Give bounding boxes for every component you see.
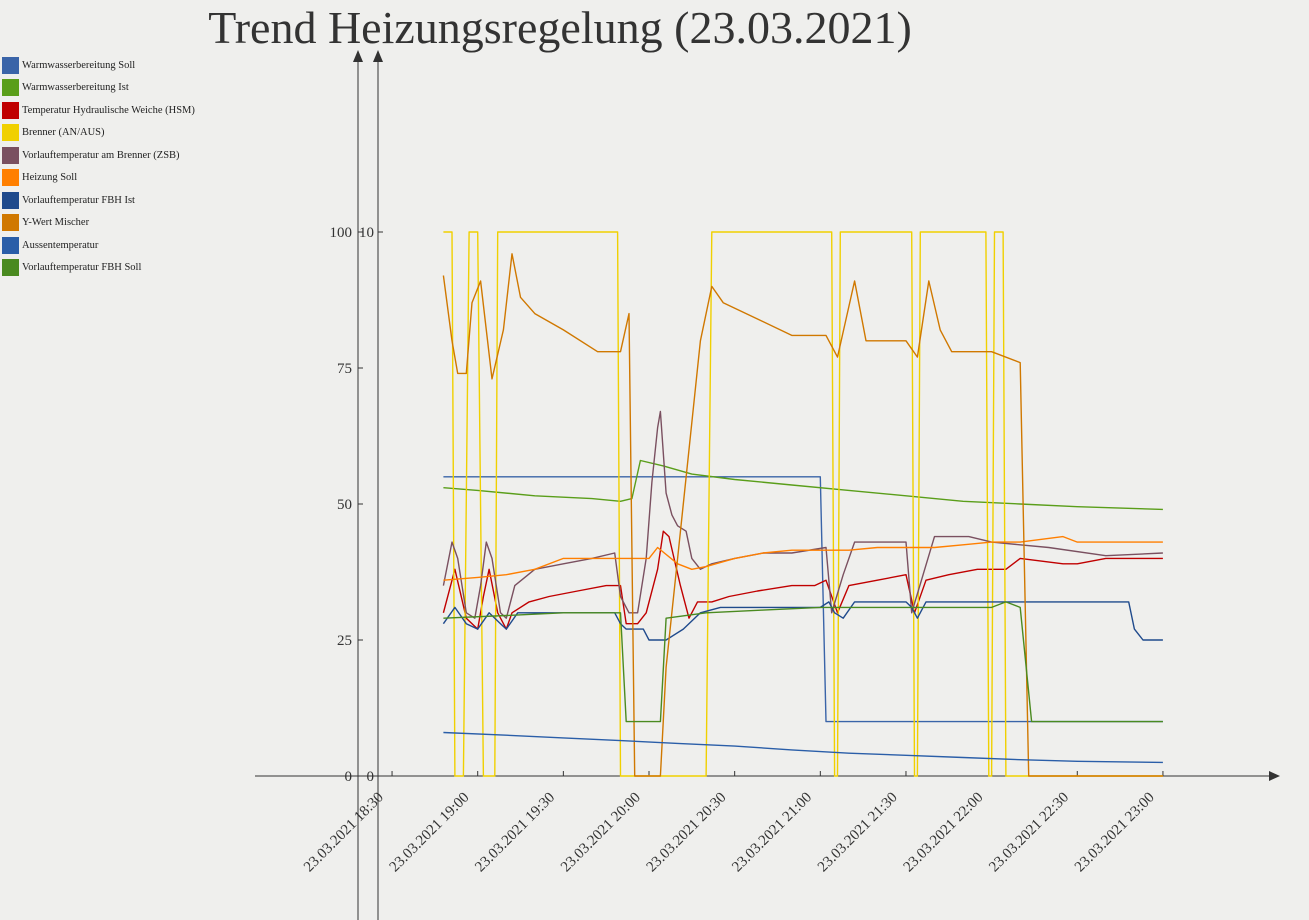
- legend-item[interactable]: Warmwasserbereitung Soll: [2, 54, 195, 77]
- x-tick-label: 23.03.2021 22:00: [901, 790, 987, 876]
- legend-label: Temperatur Hydraulische Weiche (HSM): [22, 104, 195, 116]
- y-tick-label-left: 75: [337, 361, 352, 377]
- legend-item[interactable]: Y-Wert Mischer: [2, 212, 195, 235]
- series-line: [443, 731, 1163, 764]
- legend-swatch: [2, 146, 19, 164]
- legend-swatch: [2, 214, 19, 232]
- x-tick-label: 23.03.2021 20:00: [558, 790, 644, 876]
- legend-label: Aussentemperatur: [22, 239, 99, 251]
- legend-item[interactable]: Vorlauftemperatur am Brenner (ZSB): [2, 144, 195, 167]
- chart-title: Trend Heizungsregelung (23.03.2021): [208, 2, 912, 53]
- legend-label: Warmwasserbereitung Soll: [22, 59, 136, 71]
- x-tick-label: 23.03.2021 19:30: [472, 790, 558, 876]
- x-tick-label: 23.03.2021 19:00: [387, 790, 473, 876]
- legend-label: Brenner (AN/AUS): [22, 127, 105, 139]
- series-line: [443, 535, 1163, 581]
- series-line: [443, 459, 1163, 511]
- legend-swatch: [2, 56, 19, 74]
- legend-label: Vorlauftemperatur FBH Soll: [22, 262, 142, 274]
- y-tick-label-left: 0: [345, 769, 353, 785]
- series-line: [442, 253, 1163, 777]
- y-axis-left-arrow: [353, 50, 363, 62]
- legend-label: Vorlauftemperatur FBH Ist: [22, 194, 135, 206]
- y-tick-label-right: 10: [359, 225, 374, 241]
- legend-item[interactable]: Brenner (AN/AUS): [2, 122, 195, 145]
- legend-label: Warmwasserbereitung Ist: [22, 82, 129, 94]
- legend-swatch: [2, 259, 19, 277]
- y-tick-label-right: 0: [367, 769, 375, 785]
- legend-item[interactable]: Vorlauftemperatur FBH Soll: [2, 257, 195, 280]
- x-axis-arrow: [1269, 771, 1280, 781]
- legend-item[interactable]: Warmwasserbereitung Ist: [2, 77, 195, 100]
- legend-swatch: [2, 169, 19, 187]
- legend-swatch: [2, 191, 19, 209]
- legend-item[interactable]: Heizung Soll: [2, 167, 195, 190]
- legend-swatch: [2, 79, 19, 97]
- legend: Warmwasserbereitung Soll Warmwasserbereit…: [2, 54, 195, 279]
- legend-label: Vorlauftemperatur am Brenner (ZSB): [22, 149, 180, 161]
- y-axis-right-arrow: [373, 50, 383, 62]
- legend-swatch: [2, 101, 19, 119]
- legend-swatch: [2, 236, 19, 254]
- x-tick-label: 23.03.2021 23:00: [1072, 790, 1158, 876]
- series-line: [443, 476, 1163, 723]
- legend-item[interactable]: Vorlauftemperatur FBH Ist: [2, 189, 195, 212]
- x-tick-label: 23.03.2021 21:00: [729, 790, 815, 876]
- legend-item[interactable]: Aussentemperatur: [2, 234, 195, 257]
- x-tick-label: 23.03.2021 20:30: [644, 790, 730, 876]
- legend-item[interactable]: Temperatur Hydraulische Weiche (HSM): [2, 99, 195, 122]
- x-tick-label: 23.03.2021 21:30: [815, 790, 901, 876]
- series-line: [443, 601, 1163, 723]
- y-tick-label-left: 25: [337, 633, 352, 649]
- series-line: [442, 530, 1163, 630]
- y-tick-label-left: 100: [330, 225, 353, 241]
- series-line: [442, 601, 1163, 641]
- legend-label: Y-Wert Mischer: [22, 217, 90, 229]
- y-tick-label-left: 50: [337, 497, 352, 513]
- legend-label: Heizung Soll: [22, 172, 78, 184]
- x-tick-label: 23.03.2021 18:30: [301, 790, 387, 876]
- x-tick-label: 23.03.2021 22:30: [986, 790, 1072, 876]
- series-line: [442, 410, 1163, 619]
- series-line: [443, 231, 1163, 777]
- legend-swatch: [2, 124, 19, 142]
